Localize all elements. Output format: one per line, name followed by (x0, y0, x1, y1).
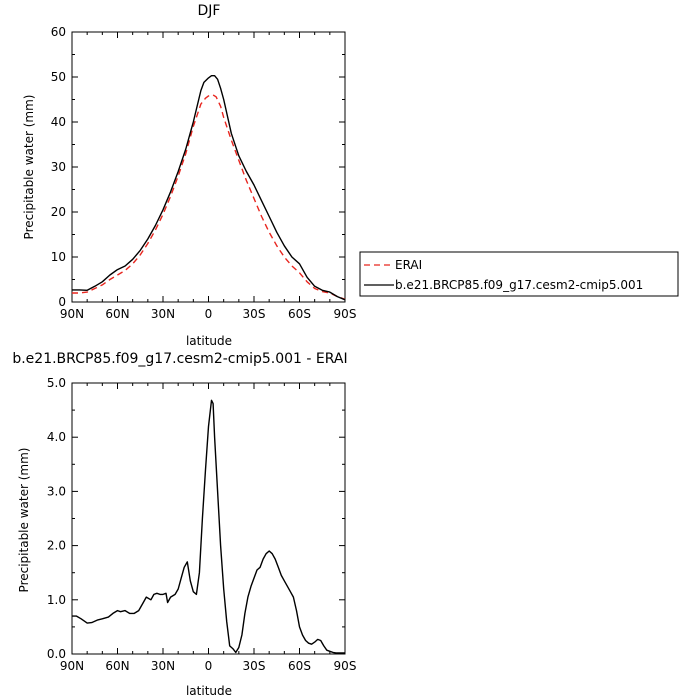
top-xtick-label: 30S (243, 307, 266, 321)
top-xtick-label: 60S (288, 307, 311, 321)
top-ytick-label: 30 (51, 160, 66, 174)
bottom-xlabel: latitude (186, 684, 232, 698)
bottom-ytick-label: 2.0 (47, 539, 66, 553)
top-xtick-label: 60N (105, 307, 129, 321)
legend-box (359, 251, 679, 297)
top-xtick-label: 0 (205, 307, 213, 321)
bottom-ytick-label: 0.0 (47, 647, 66, 661)
top-xlabel: latitude (186, 334, 232, 348)
top-ytick-label: 10 (51, 250, 66, 264)
bottom-xtick-label: 90S (334, 659, 357, 673)
bottom-series-group (72, 399, 345, 654)
top-series-line-0 (72, 94, 346, 300)
bottom-xtick-label: 60N (105, 659, 129, 673)
legend-label-model: b.e21.BRCP85.f09_g17.cesm2-cmip5.001 (395, 278, 643, 292)
top-xtick-label: 30N (151, 307, 175, 321)
bottom-ytick-label: 4.0 (47, 430, 66, 444)
top-chart-title: DJF (198, 3, 221, 19)
top-xtick-label: 90N (60, 307, 84, 321)
top-axis-ticks: 90N 60N 30N 0 30S 60S 90S 0 10 20 30 40 50 60 (51, 25, 357, 321)
top-ytick-label: 40 (51, 115, 66, 129)
bottom-axis-ticks: 90N 60N 30N 0 30S 60S 90S 0.0 1.0 2.0 3.0 4.0 5.0 (47, 376, 357, 673)
bottom-ytick-label: 5.0 (47, 376, 66, 390)
legend-label-erai: ERAI (395, 258, 422, 272)
bottom-ytick-label: 3.0 (47, 484, 66, 498)
bottom-xtick-label: 60S (288, 659, 311, 673)
top-ytick-label: 20 (51, 205, 66, 219)
top-series-group (72, 74, 346, 301)
top-ytick-label: 60 (51, 25, 66, 39)
bottom-ylabel: Precipitable water (mm) (17, 448, 31, 593)
top-ylabel: Precipitable water (mm) (22, 95, 36, 240)
bottom-xtick-label: 0 (205, 659, 213, 673)
top-series-line-1 (72, 74, 346, 301)
top-ytick-label: 0 (58, 295, 66, 309)
bottom-xtick-label: 30S (243, 659, 266, 673)
bottom-chart-title: b.e21.BRCP85.f09_g17.cesm2-cmip5.001 - E… (12, 351, 347, 367)
bottom-xtick-label: 90N (60, 659, 84, 673)
top-xtick-label: 90S (334, 307, 357, 321)
bottom-ytick-label: 1.0 (47, 593, 66, 607)
top-plot-frame (71, 31, 346, 303)
bottom-xtick-label: 30N (151, 659, 175, 673)
top-ytick-label: 50 (51, 70, 66, 84)
bottom-series-line-0 (72, 399, 345, 654)
